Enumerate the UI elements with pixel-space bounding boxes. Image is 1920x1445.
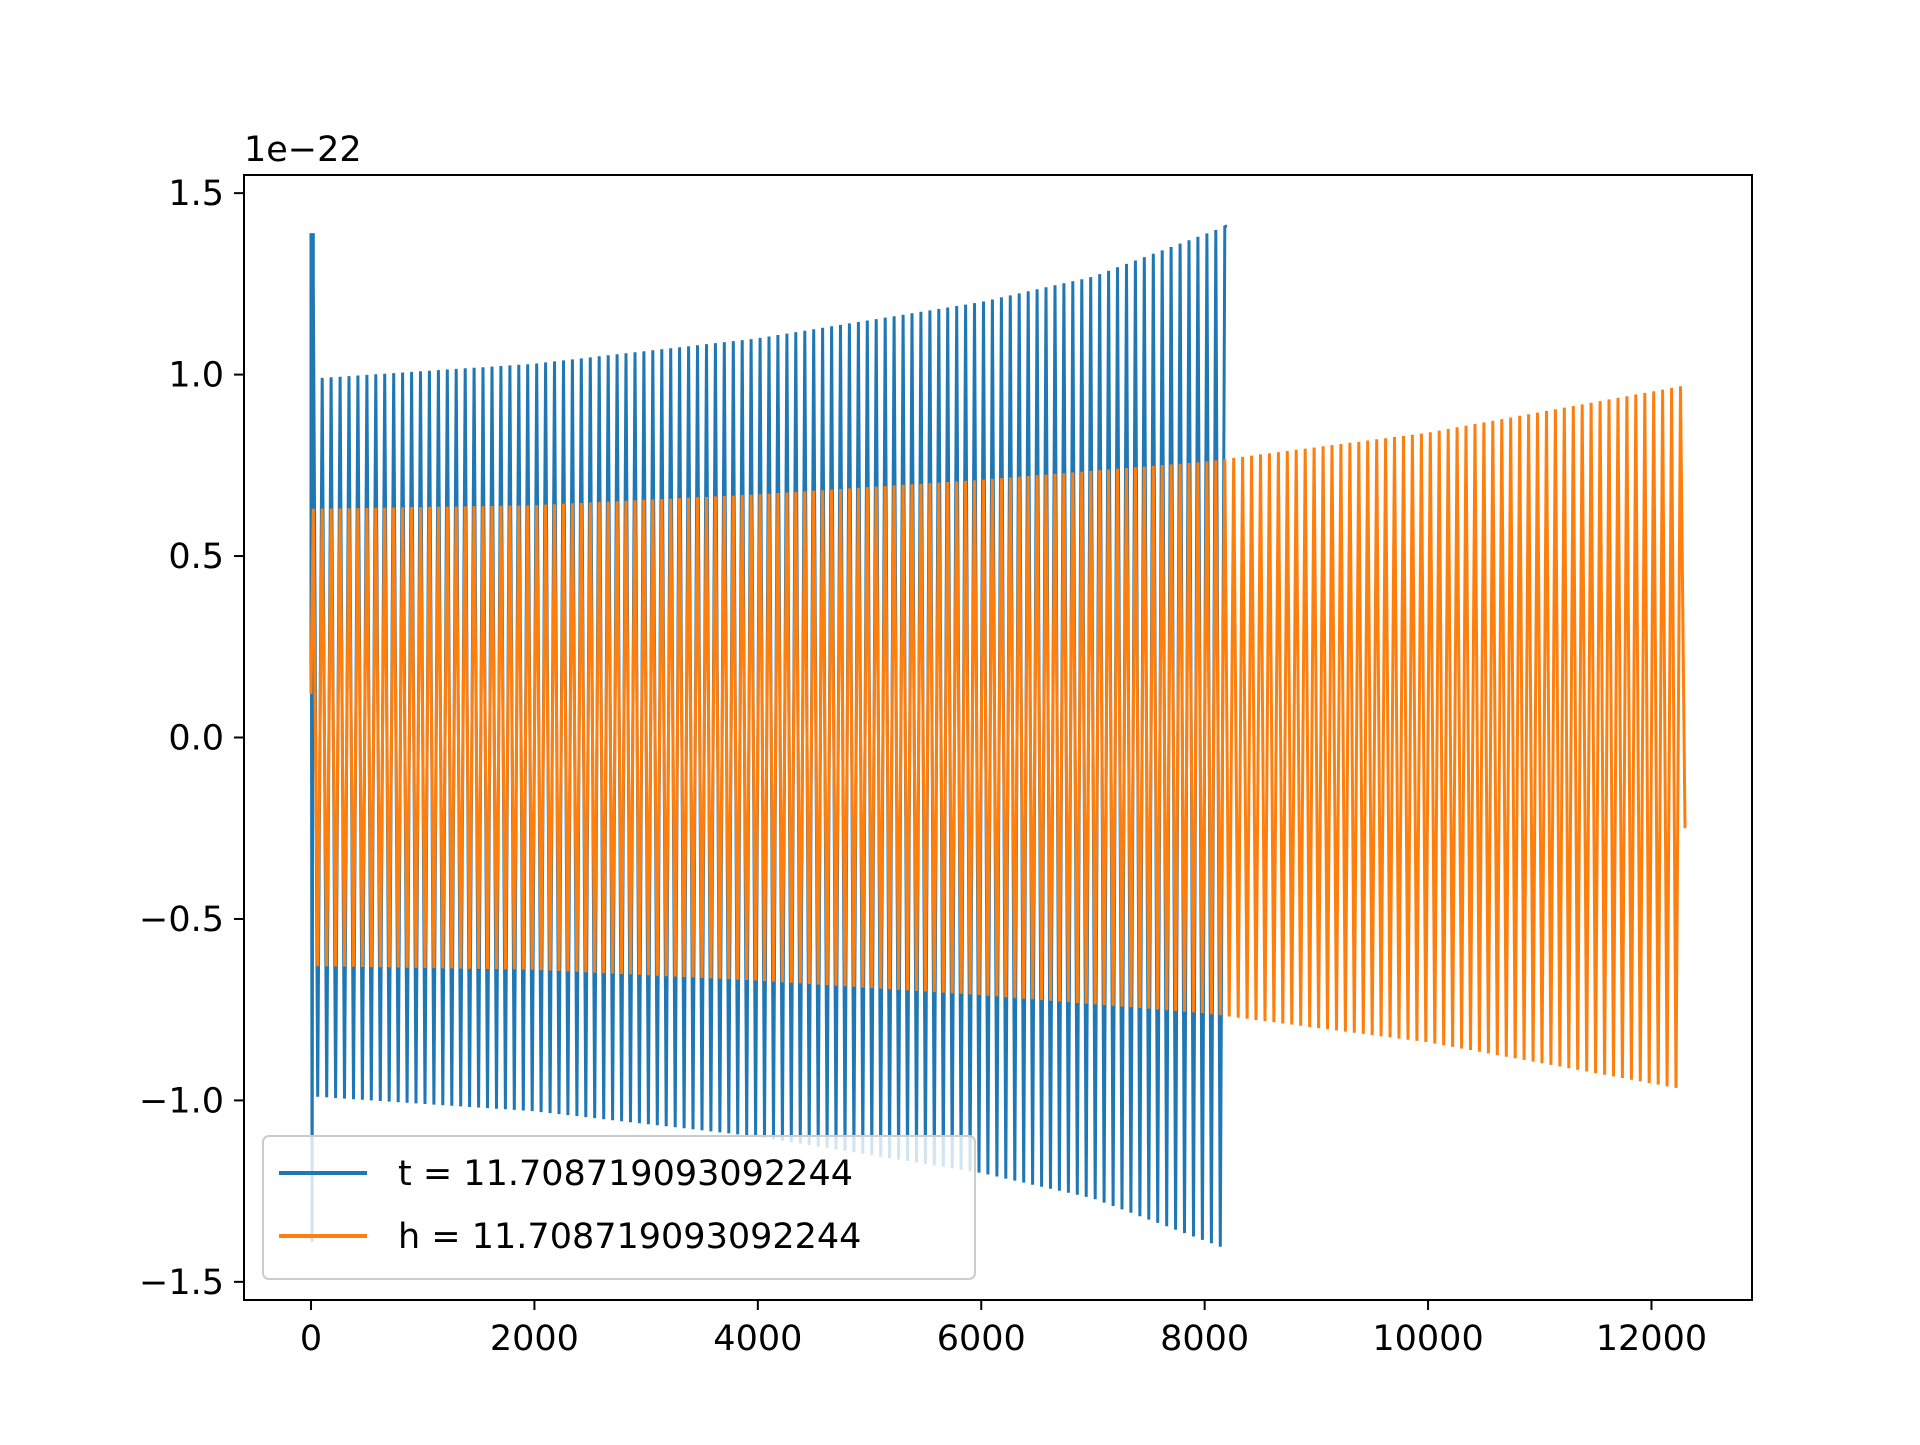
- x-tick-label: 2000: [490, 1319, 579, 1359]
- x-tick-label: 8000: [1160, 1319, 1249, 1359]
- legend-label-t: t = 11.708719093092244: [398, 1154, 853, 1194]
- series-layer: [309, 224, 1687, 1247]
- x-tick-label: 0: [300, 1319, 322, 1359]
- x-tick-label: 4000: [713, 1319, 802, 1359]
- y-tick-label: 0.0: [168, 719, 224, 759]
- y-tick-label: 0.5: [168, 537, 224, 577]
- x-tick-label: 12000: [1596, 1319, 1707, 1359]
- x-tick-label: 6000: [937, 1319, 1026, 1359]
- y-tick-label: 1.0: [168, 356, 224, 396]
- y-axis: −1.5 −1.0 −0.5 0.0 0.5 1.0 1.5: [139, 174, 244, 1303]
- legend-box: [262, 1135, 976, 1280]
- y-tick-label: −1.5: [139, 1263, 224, 1303]
- legend: t = 11.708719093092244 h = 11.7087190930…: [262, 1135, 976, 1280]
- legend-label-h: h = 11.708719093092244: [398, 1217, 861, 1257]
- y-tick-label: −0.5: [139, 900, 224, 940]
- x-axis: 0 2000 4000 6000 8000 10000 12000: [300, 1300, 1707, 1359]
- y-tick-label: 1.5: [168, 174, 224, 214]
- x-tick-label: 10000: [1372, 1319, 1483, 1359]
- y-axis-offset-label: 1e−22: [244, 130, 362, 170]
- y-tick-label: −1.0: [139, 1081, 224, 1121]
- series-line-h: [309, 386, 1687, 1088]
